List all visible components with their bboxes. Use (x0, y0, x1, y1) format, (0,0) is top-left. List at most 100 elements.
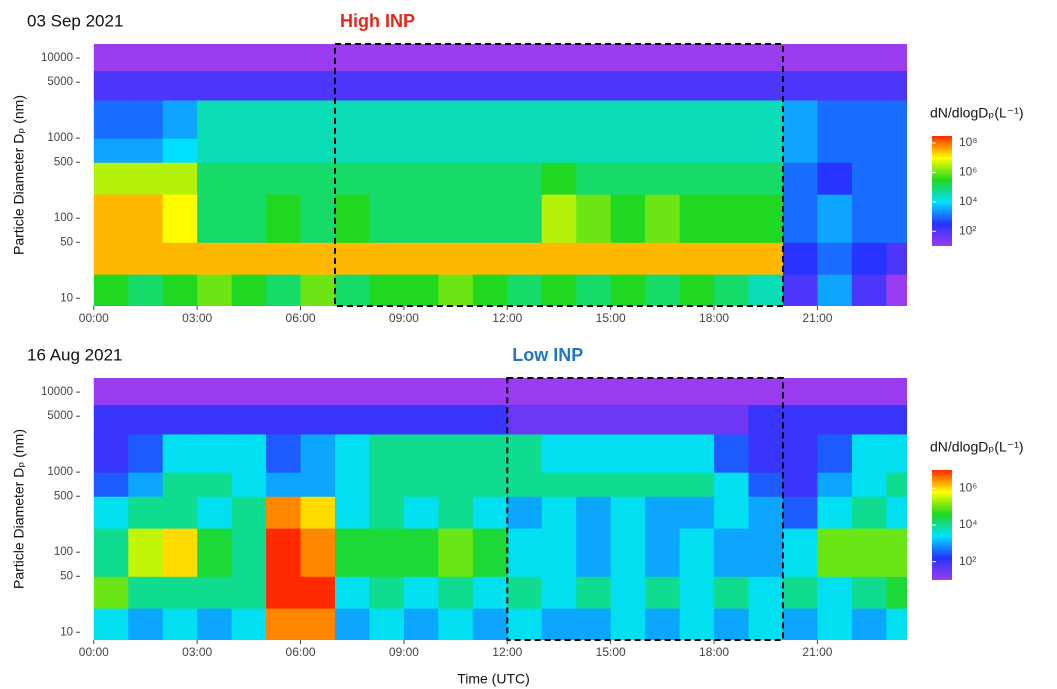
heatmap-cell (162, 138, 198, 163)
heatmap-cell (403, 496, 439, 529)
y-tick-label: 10000 (41, 52, 73, 64)
heatmap-cell (197, 528, 233, 577)
heatmap-cell (231, 433, 267, 473)
heatmap-cell (748, 162, 784, 195)
heatmap-cell (334, 162, 370, 195)
heatmap-cell (93, 378, 129, 405)
heatmap-cell (645, 496, 681, 529)
heatmap-cell (334, 99, 370, 139)
heatmap-cell (507, 608, 543, 640)
heatmap-cell (162, 99, 198, 139)
heatmap-cell (93, 528, 129, 577)
heatmap-cell (782, 194, 818, 243)
heatmap-cell (576, 496, 612, 529)
heatmap-cell (817, 99, 853, 139)
heatmap-cell (851, 242, 887, 275)
heatmap-cell (541, 162, 577, 195)
heatmap-cell (679, 138, 715, 163)
heatmap-cell (782, 242, 818, 275)
heatmap-cell (128, 496, 164, 529)
heatmap-cell (610, 99, 646, 139)
heatmap-cell (438, 274, 474, 306)
heatmap (93, 378, 907, 640)
heatmap-cell (507, 496, 543, 529)
heatmap-cell (576, 194, 612, 243)
heatmap-cell (714, 138, 749, 163)
heatmap-cell (403, 70, 439, 101)
heatmap-cell (748, 99, 784, 139)
heatmap-cell (403, 608, 439, 640)
colorbar-tick-label: 10⁶ (959, 165, 977, 179)
y-tick-label: 500 (54, 156, 73, 168)
y-tick-label: 5000 (47, 76, 73, 88)
heatmap-cell (266, 242, 302, 275)
heatmap-cell (541, 528, 577, 577)
heatmap-cell (369, 274, 405, 306)
heatmap-cell (231, 194, 267, 243)
heatmap-cell (507, 194, 543, 243)
heatmap-cell (645, 138, 681, 163)
heatmap-cell (782, 138, 818, 163)
heatmap-cell (541, 274, 577, 306)
heatmap-cell (334, 242, 370, 275)
heatmap-cell (231, 528, 267, 577)
heatmap-cell (128, 44, 164, 71)
heatmap-cell (714, 496, 749, 529)
heatmap-cell (679, 528, 715, 577)
heatmap-cell (162, 608, 198, 640)
heatmap-cell (93, 472, 129, 497)
y-tick-label: 10000 (41, 386, 73, 398)
heatmap-cell (266, 433, 302, 473)
heatmap-cell (817, 404, 853, 435)
heatmap-cell (886, 528, 907, 577)
heatmap-cell (472, 194, 508, 243)
colorbar-title: dN/dlogDₚ(L⁻¹) (930, 439, 1024, 455)
heatmap-cell (782, 70, 818, 101)
heatmap-cell (679, 99, 715, 139)
heatmap-cell (369, 608, 405, 640)
heatmap-cell (197, 576, 233, 609)
heatmap-cell (645, 528, 681, 577)
heatmap-cell (645, 70, 681, 101)
heatmap-cell (541, 472, 577, 497)
heatmap-cell (817, 44, 853, 71)
heatmap-cell (369, 433, 405, 473)
heatmap-cell (162, 274, 198, 306)
heatmap-cell (748, 242, 784, 275)
heatmap-cell (93, 433, 129, 473)
x-tick-label: 09:00 (389, 311, 419, 325)
heatmap-cell (886, 608, 907, 640)
heatmap-cell (817, 528, 853, 577)
heatmap-cell (782, 496, 818, 529)
heatmap-cell (541, 99, 577, 139)
heatmap-cell (197, 608, 233, 640)
y-axis-label: Particle Diameter Dₚ (nm) (11, 95, 27, 255)
colorbar-tick-label: 10⁶ (959, 481, 977, 495)
heatmap-cell (610, 44, 646, 71)
heatmap-cell (93, 242, 129, 275)
heatmap-cell (300, 608, 336, 640)
heatmap-cell (197, 472, 233, 497)
heatmap-cell (748, 194, 784, 243)
heatmap-cell (300, 528, 336, 577)
heatmap-cell (93, 404, 129, 435)
heatmap-cell (231, 242, 267, 275)
heatmap-cell (817, 162, 853, 195)
heatmap-cell (300, 99, 336, 139)
heatmap-cell (266, 404, 302, 435)
y-tick-label: 10 (60, 292, 73, 304)
heatmap-cell (541, 433, 577, 473)
heatmap-cell (851, 138, 887, 163)
heatmap-cell (610, 576, 646, 609)
heatmap-cell (472, 378, 508, 405)
heatmap-cell (576, 433, 612, 473)
heatmap-cell (231, 162, 267, 195)
heatmap-cell (334, 378, 370, 405)
heatmap-cell (782, 472, 818, 497)
heatmap-cell (576, 608, 612, 640)
heatmap-cell (128, 433, 164, 473)
heatmap-cell (162, 378, 198, 405)
heatmap-cell (266, 608, 302, 640)
heatmap-cell (886, 162, 907, 195)
heatmap-cell (886, 433, 907, 473)
